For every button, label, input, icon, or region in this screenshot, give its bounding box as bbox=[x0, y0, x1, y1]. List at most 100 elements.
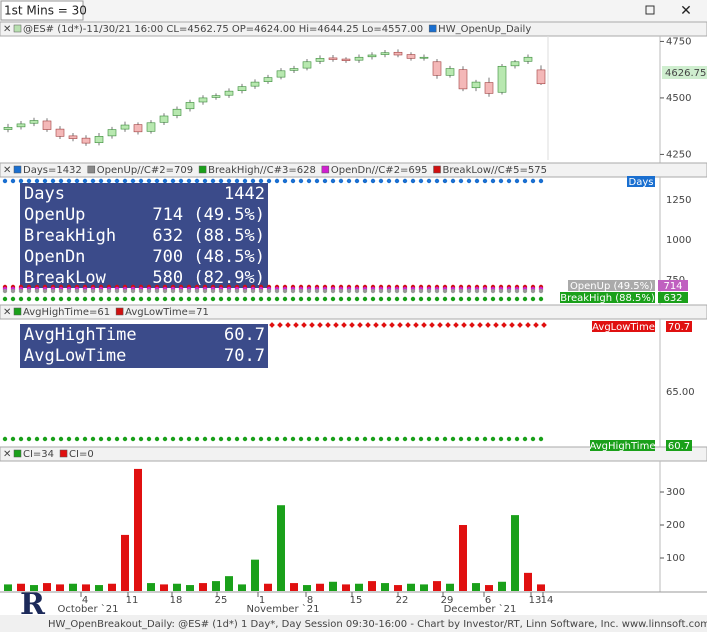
indicator-dot bbox=[346, 288, 352, 294]
indicator-dot bbox=[274, 436, 280, 442]
stat-label: AvgHighTime bbox=[24, 325, 137, 345]
x-tick-label: 22 bbox=[396, 595, 409, 606]
panel-header bbox=[0, 21, 707, 37]
candle-body bbox=[250, 81, 260, 87]
candle-body bbox=[315, 58, 325, 62]
indicator-dot bbox=[330, 436, 336, 442]
indicator-dot bbox=[522, 288, 528, 294]
indicator-dot bbox=[226, 178, 232, 184]
indicator-dot bbox=[394, 296, 400, 302]
candle-body bbox=[276, 70, 286, 78]
indicator-dot bbox=[186, 436, 192, 442]
indicator-dot bbox=[66, 178, 72, 184]
indicator-diamond bbox=[325, 322, 331, 328]
period-box[interactable] bbox=[0, 0, 84, 21]
indicator-dot bbox=[482, 288, 488, 294]
indicator-dot bbox=[202, 296, 208, 302]
indicator-dot bbox=[170, 178, 176, 184]
indicator-diamond bbox=[381, 322, 387, 328]
indicator-dot bbox=[162, 288, 168, 294]
bar bbox=[355, 583, 363, 591]
x-tick-label: 8 bbox=[307, 595, 313, 606]
month-label: November `21 bbox=[247, 603, 320, 615]
bar bbox=[225, 576, 233, 591]
indicator-dot bbox=[154, 178, 160, 184]
indicator-dot bbox=[242, 296, 248, 302]
indicator-diamond bbox=[333, 322, 339, 328]
indicator-dot bbox=[410, 296, 416, 302]
value-flag bbox=[568, 280, 655, 291]
indicator-dot bbox=[122, 296, 128, 302]
indicator-dot bbox=[226, 288, 232, 294]
indicator-dot bbox=[170, 288, 176, 294]
close-button[interactable]: ✕ bbox=[680, 3, 692, 19]
candle-body bbox=[523, 56, 533, 62]
indicator-dot bbox=[306, 178, 312, 184]
indicator-dot bbox=[34, 288, 40, 294]
indicator-dot bbox=[434, 436, 440, 442]
indicator-diamond bbox=[349, 322, 355, 328]
candle-body bbox=[484, 82, 494, 94]
indicator-dot bbox=[258, 436, 264, 442]
x-tick-label: 14 bbox=[541, 595, 554, 606]
indicator-dot bbox=[306, 288, 312, 294]
y-tick-label: 1000 bbox=[666, 235, 691, 246]
indicator-dot bbox=[2, 436, 8, 442]
bar bbox=[524, 572, 532, 591]
bar bbox=[342, 584, 350, 591]
restore-button[interactable] bbox=[645, 5, 655, 15]
indicator-dot bbox=[530, 288, 536, 294]
indicator-dot bbox=[474, 288, 480, 294]
bar bbox=[420, 584, 428, 591]
indicator-dot bbox=[506, 436, 512, 442]
indicator-dot bbox=[242, 436, 248, 442]
indicator-dot bbox=[378, 436, 384, 442]
indicator-dot bbox=[250, 436, 256, 442]
indicator-diamond bbox=[477, 322, 483, 328]
indicator-diamond bbox=[493, 322, 499, 328]
indicator-dot bbox=[362, 296, 368, 302]
indicator-diamond bbox=[525, 322, 531, 328]
indicator-dot bbox=[242, 288, 248, 294]
bar bbox=[381, 583, 389, 591]
indicator-dot bbox=[314, 178, 320, 184]
indicator-dot bbox=[314, 288, 320, 294]
indicator-dot bbox=[298, 288, 304, 294]
indicator-dot bbox=[290, 436, 296, 442]
indicator-dot bbox=[426, 178, 432, 184]
value-flag-label: 70.7 bbox=[668, 322, 690, 333]
bar bbox=[82, 584, 90, 591]
indicator-dot bbox=[90, 178, 96, 184]
indicator-dot bbox=[266, 436, 272, 442]
indicator-dot bbox=[34, 296, 40, 302]
indicator-dot bbox=[418, 436, 424, 442]
indicator-dot bbox=[50, 436, 56, 442]
candle-body bbox=[146, 122, 156, 132]
indicator-dot bbox=[466, 436, 472, 442]
indicator-dot bbox=[466, 296, 472, 302]
indicator-dot bbox=[426, 296, 432, 302]
indicator-dot bbox=[514, 178, 520, 184]
indicator-dot bbox=[154, 288, 160, 294]
indicator-dot bbox=[330, 178, 336, 184]
candle-body bbox=[328, 57, 338, 60]
indicator-dot bbox=[226, 296, 232, 302]
indicator-dot bbox=[258, 296, 264, 302]
indicator-dot bbox=[42, 288, 48, 294]
value-flag-label: AvgHighTime bbox=[590, 441, 656, 452]
indicator-dot bbox=[498, 436, 504, 442]
indicator-dot bbox=[386, 178, 392, 184]
indicator-dot bbox=[42, 178, 48, 184]
indicator-dot bbox=[26, 436, 32, 442]
last-price-box bbox=[662, 66, 707, 79]
stat-value: 70.7 bbox=[224, 346, 265, 366]
indicator-dot bbox=[34, 436, 40, 442]
candle-body bbox=[536, 69, 546, 85]
legend-swatch bbox=[13, 307, 22, 316]
bar bbox=[30, 585, 38, 591]
indicator-dot bbox=[410, 178, 416, 184]
x-tick-label: 25 bbox=[215, 595, 228, 606]
indicator-dot bbox=[418, 296, 424, 302]
indicator-dot bbox=[154, 296, 160, 302]
indicator-dot bbox=[402, 288, 408, 294]
